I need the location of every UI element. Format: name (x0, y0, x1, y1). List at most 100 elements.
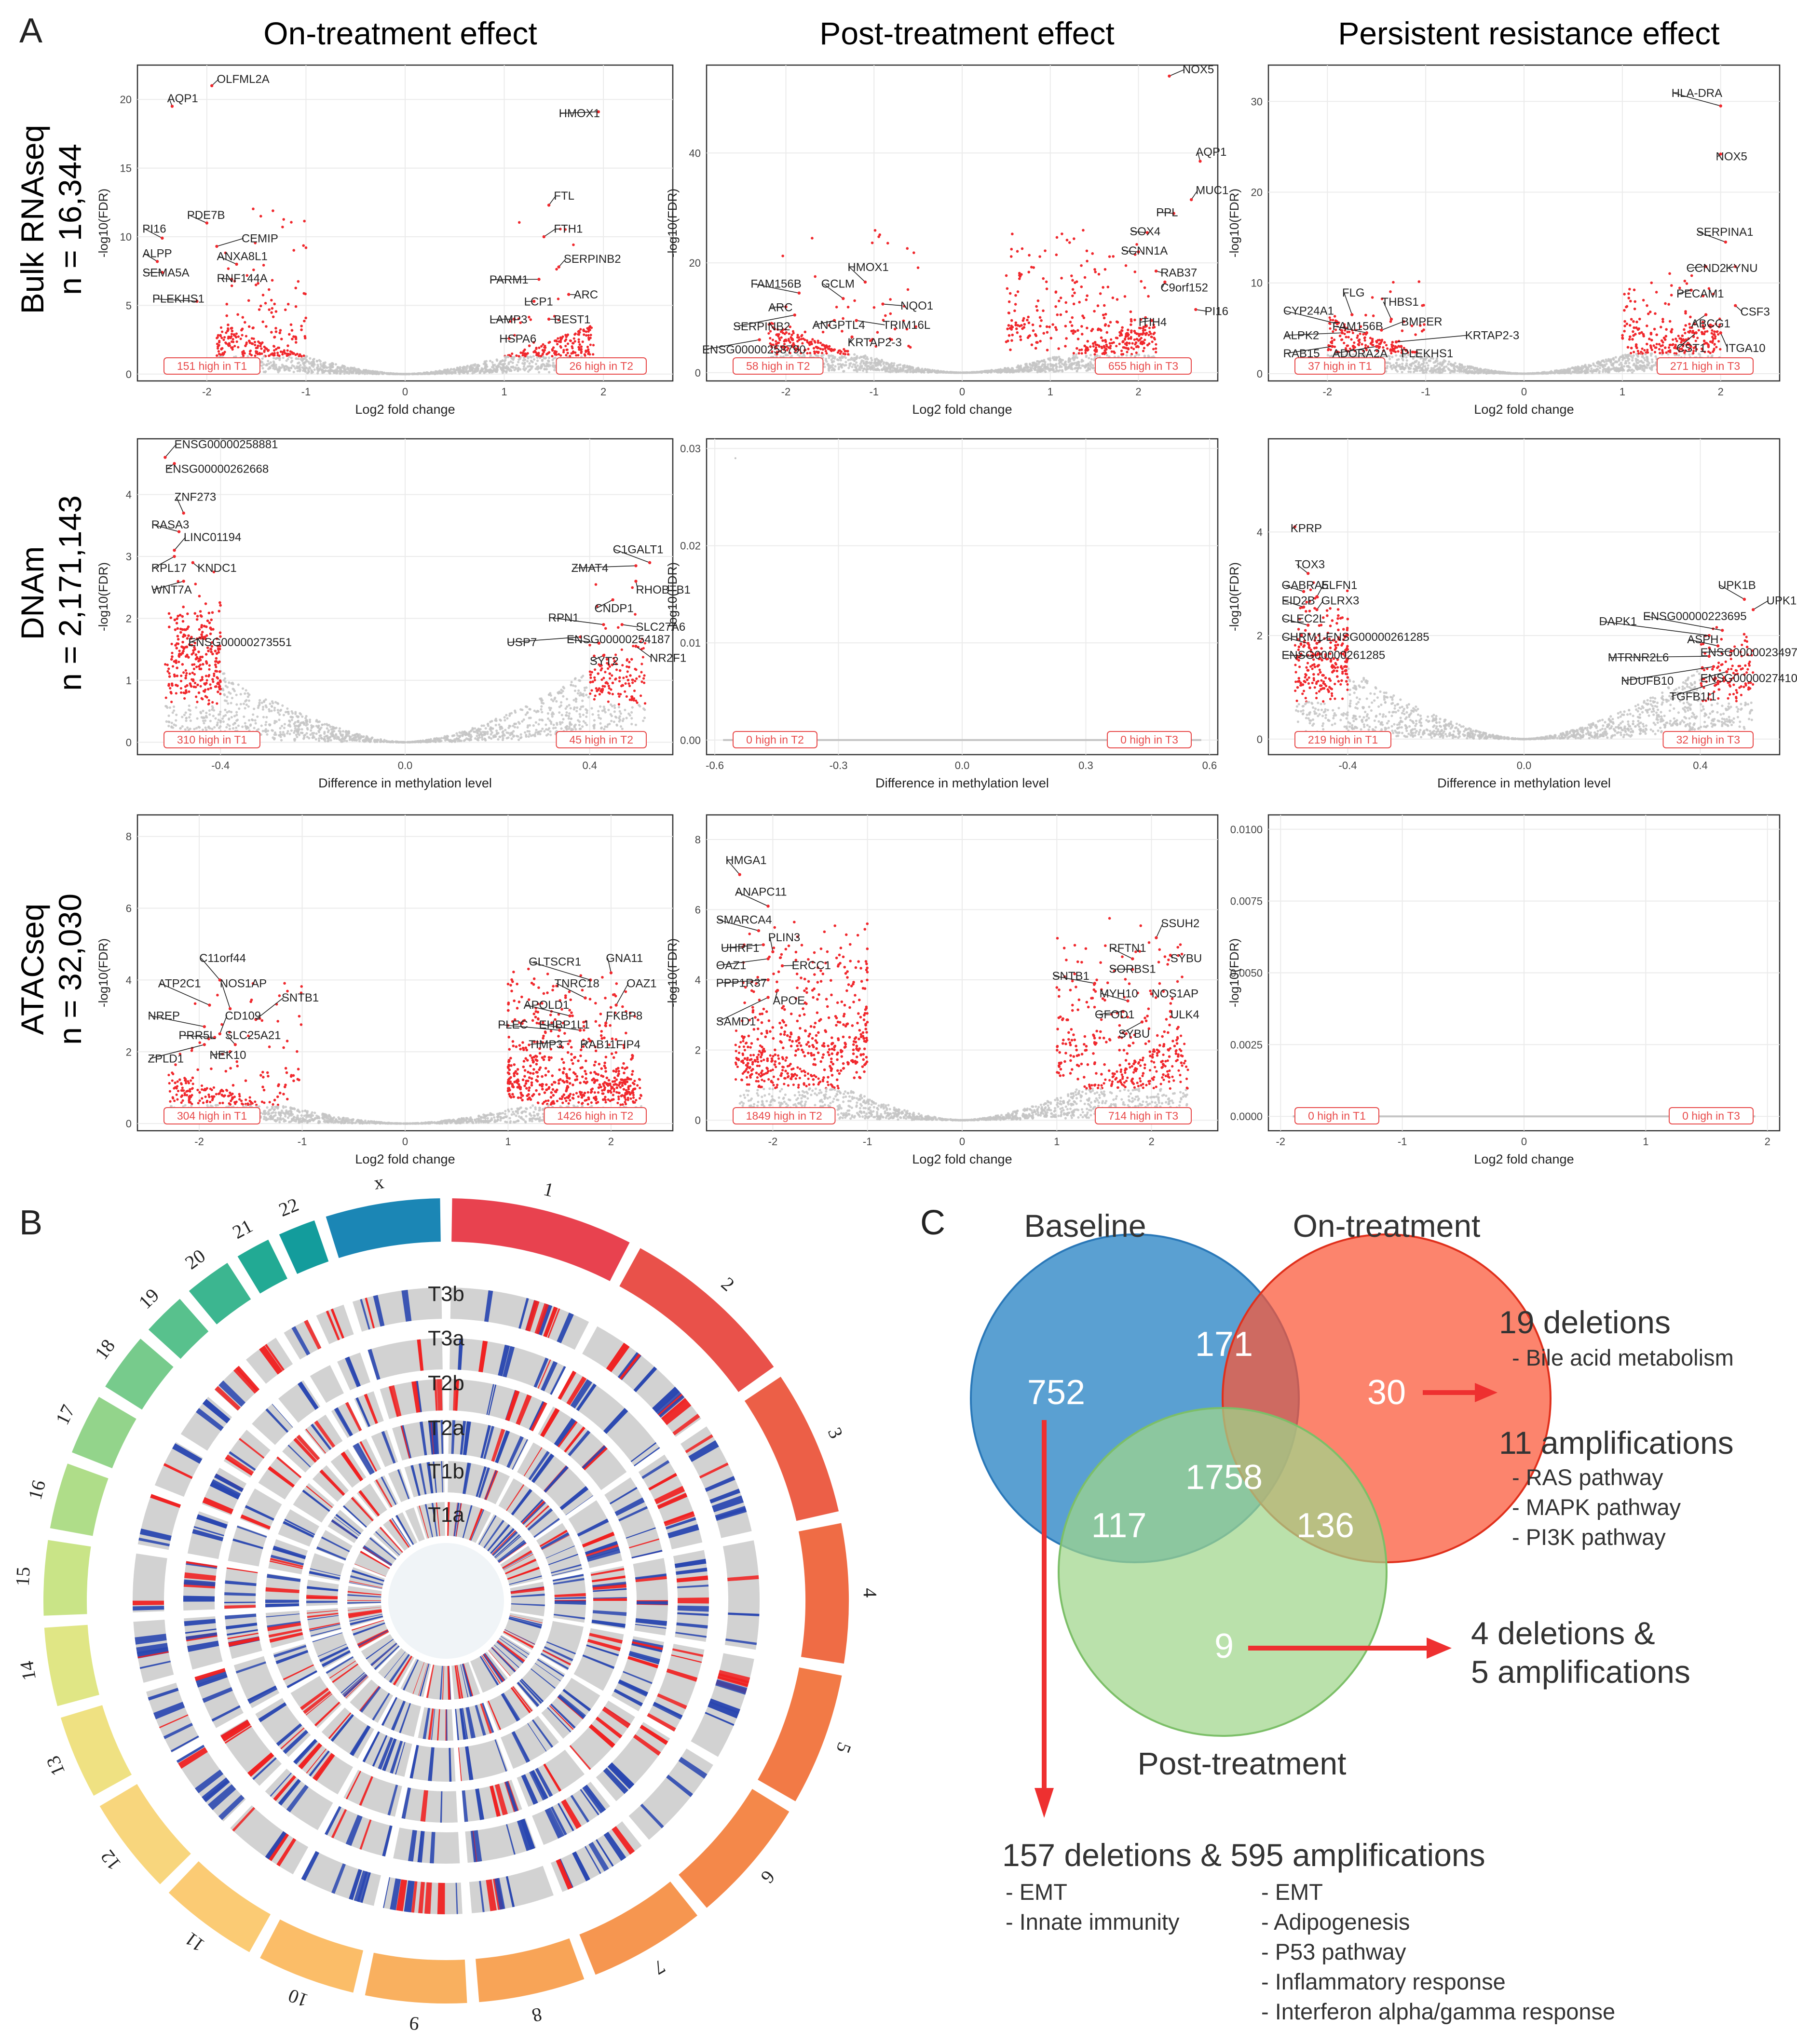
row-count: n = 32,030 (52, 893, 88, 1045)
point (221, 330, 224, 333)
point (1115, 320, 1118, 324)
point (1452, 363, 1455, 366)
point (1369, 342, 1372, 345)
point (387, 372, 390, 376)
point (231, 340, 235, 343)
point (286, 354, 288, 357)
point (1148, 330, 1151, 333)
point (1032, 329, 1035, 332)
point (963, 371, 966, 374)
gene-label-text: OLFML2A (217, 73, 269, 86)
point (836, 351, 839, 354)
point (1147, 334, 1150, 337)
point (972, 371, 975, 374)
point (540, 365, 543, 368)
point (587, 337, 590, 339)
point (241, 352, 244, 355)
point (831, 364, 834, 366)
point (1711, 354, 1714, 357)
point (1109, 344, 1112, 348)
point (1075, 347, 1078, 350)
point (420, 372, 422, 375)
point (1152, 333, 1155, 336)
point (1057, 347, 1060, 350)
point (1627, 365, 1630, 368)
point (1648, 338, 1651, 340)
point (1033, 367, 1035, 370)
point (1439, 361, 1442, 364)
y-tick-label: 3 (126, 551, 132, 563)
point (376, 372, 380, 375)
point (1326, 353, 1329, 357)
gene-label: HSPA6 (499, 332, 536, 345)
point (1704, 330, 1707, 333)
point (1663, 346, 1667, 349)
point (476, 365, 479, 367)
point (223, 336, 226, 339)
point (1045, 325, 1048, 328)
point (277, 346, 281, 349)
point (495, 365, 498, 368)
point (1688, 323, 1691, 325)
point (1078, 364, 1081, 367)
gene-label-text: CST1 (1676, 342, 1706, 355)
point (1103, 316, 1106, 320)
point (292, 249, 296, 252)
point (1124, 264, 1128, 267)
x-tick-label: 0 (1521, 386, 1527, 398)
point (1345, 336, 1348, 338)
point (1021, 368, 1024, 371)
gene-label-text: KRTAP2-3 (847, 336, 902, 349)
point (537, 352, 540, 354)
point (1394, 366, 1397, 369)
point (1009, 348, 1012, 352)
point (282, 356, 285, 359)
point (871, 359, 873, 362)
point (1638, 360, 1641, 363)
point (301, 715, 304, 718)
point (522, 367, 525, 370)
point (1078, 349, 1081, 352)
point (1150, 336, 1153, 338)
point (1371, 296, 1374, 299)
point (824, 350, 827, 352)
point (368, 370, 371, 373)
point (1584, 364, 1587, 366)
y-tick-label: 10 (1251, 277, 1263, 289)
row-name: Bulk RNAseq (14, 125, 50, 314)
point (555, 353, 558, 356)
point (453, 370, 456, 373)
point (1025, 363, 1028, 365)
point (1650, 365, 1653, 367)
point (778, 337, 781, 340)
point (372, 371, 375, 374)
point (1050, 364, 1053, 366)
point (1074, 281, 1076, 284)
point (1094, 348, 1097, 351)
point (1073, 237, 1075, 240)
point (220, 347, 223, 350)
point (1702, 332, 1706, 336)
point (304, 316, 307, 320)
point (252, 337, 255, 340)
point (553, 364, 556, 367)
point (995, 369, 998, 372)
point (769, 337, 772, 339)
count-badge: 271 high in T3 (1657, 357, 1754, 375)
point (888, 364, 891, 366)
point (585, 330, 588, 333)
point (1573, 368, 1576, 371)
point (504, 366, 507, 369)
point (1061, 359, 1064, 362)
point (501, 359, 504, 362)
point (1011, 371, 1014, 374)
point (1072, 352, 1075, 355)
y-tick-label: 15 (120, 162, 132, 175)
point (1645, 325, 1648, 327)
point (1080, 285, 1083, 288)
point (1635, 320, 1638, 324)
point (1133, 270, 1137, 273)
y-tick-label: 1 (126, 675, 132, 687)
point (1075, 364, 1078, 366)
point (1042, 360, 1046, 363)
